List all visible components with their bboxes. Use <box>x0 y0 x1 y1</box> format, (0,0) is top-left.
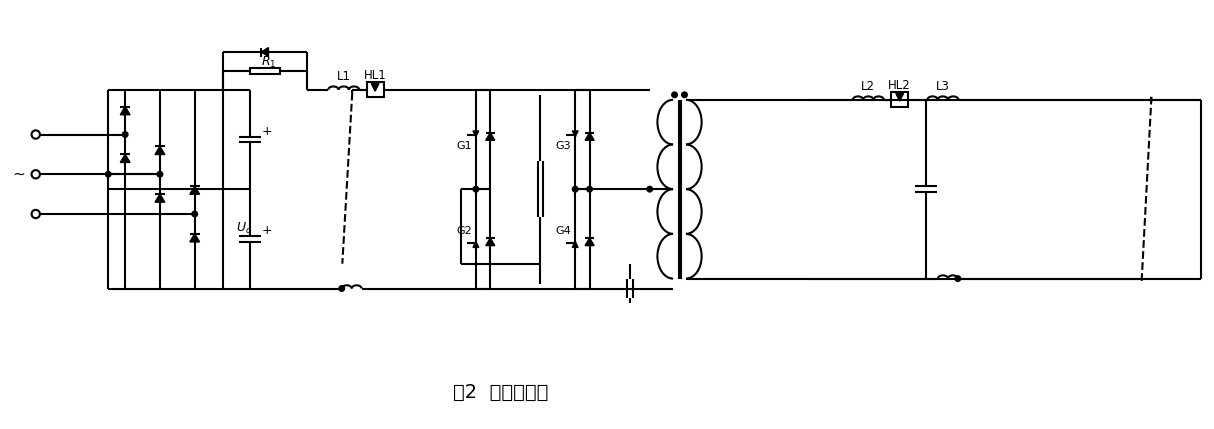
Polygon shape <box>261 48 268 57</box>
Bar <box>367 82 384 97</box>
Bar <box>891 92 908 107</box>
Circle shape <box>473 186 478 192</box>
Circle shape <box>106 172 110 177</box>
Circle shape <box>573 186 578 192</box>
Text: G4: G4 <box>556 226 571 236</box>
Polygon shape <box>486 133 495 140</box>
Text: G3: G3 <box>556 142 571 151</box>
Polygon shape <box>585 133 594 140</box>
Polygon shape <box>120 154 130 163</box>
Polygon shape <box>120 106 130 115</box>
Text: HL1: HL1 <box>364 69 386 82</box>
Text: L3: L3 <box>936 80 949 94</box>
Text: L1: L1 <box>336 70 351 83</box>
Polygon shape <box>585 238 594 245</box>
Polygon shape <box>189 186 199 194</box>
Polygon shape <box>155 194 165 202</box>
Circle shape <box>586 186 592 192</box>
Text: 图2  系统主电路: 图2 系统主电路 <box>453 384 549 402</box>
Text: ~: ~ <box>12 167 25 182</box>
Text: G2: G2 <box>456 226 472 236</box>
Circle shape <box>157 172 163 177</box>
Text: HL2: HL2 <box>889 79 910 92</box>
Circle shape <box>682 92 687 97</box>
Circle shape <box>647 186 652 192</box>
Circle shape <box>671 92 677 97</box>
Text: $R_1$: $R_1$ <box>261 55 277 70</box>
Circle shape <box>123 132 127 137</box>
Text: $U_o$: $U_o$ <box>237 221 253 236</box>
Text: +: + <box>262 224 272 237</box>
Circle shape <box>192 211 198 217</box>
Circle shape <box>339 286 345 291</box>
Text: G1: G1 <box>456 142 472 151</box>
Bar <box>250 68 279 74</box>
Circle shape <box>955 276 960 281</box>
Text: +: + <box>262 125 272 138</box>
Text: L2: L2 <box>861 80 875 94</box>
Polygon shape <box>155 146 165 154</box>
Polygon shape <box>189 234 199 242</box>
Polygon shape <box>486 238 495 245</box>
